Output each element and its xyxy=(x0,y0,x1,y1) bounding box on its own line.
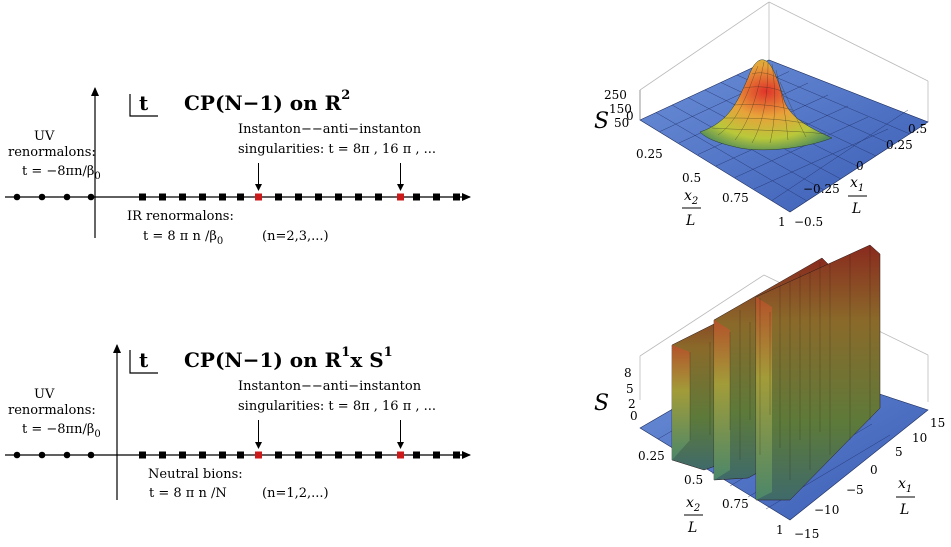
top-uv-dot xyxy=(13,193,21,201)
bottom-s-label: S xyxy=(594,391,609,416)
bottom-x1-tick: 5 xyxy=(895,445,903,459)
top-z-tick: 250 xyxy=(604,88,627,102)
bottom-x2-den: L xyxy=(687,520,697,536)
top-instanton-marker-1 xyxy=(255,193,262,201)
bottom-t-label: t xyxy=(139,348,149,372)
bottom-uv-dot xyxy=(38,451,46,459)
top-ir-squares xyxy=(139,193,460,201)
top-x1-tick: −0.25 xyxy=(803,182,840,196)
top-t-corner xyxy=(129,94,158,117)
bottom-x1-tick: −15 xyxy=(794,527,819,541)
top-instanton-marker-2 xyxy=(397,193,404,201)
bottom-uv-formula: t = −8πn/β0 xyxy=(22,422,101,440)
top-uv-dot xyxy=(38,193,46,201)
bottom-x2-label: x2 xyxy=(686,495,700,514)
top-ir-line1: IR renormalons: xyxy=(127,209,234,224)
panel-bottom-borel-plane: t CP(N−1) on R1x S1 UV renormalons: t = … xyxy=(5,344,471,501)
top-uv-dot xyxy=(87,193,95,201)
top-x2-label: x2 xyxy=(684,188,698,207)
top-x1-den: L xyxy=(851,201,861,217)
top-x2-tick: 1 xyxy=(778,215,786,229)
top-ir-formula: t = 8 π n /β0 xyxy=(143,229,223,247)
bottom-uv-dot xyxy=(63,451,71,459)
bottom-uv-line1: UV xyxy=(34,387,55,402)
bottom-x1-den: L xyxy=(899,502,909,518)
top-s-label: S xyxy=(594,109,609,134)
top-x1-label: x1 xyxy=(850,175,864,194)
top-ii-line1: Instanton−−anti−instanton xyxy=(238,122,422,137)
plot-bottom-3d: S 8 5 2 0 0.25 0.5 0.75 1 15 10 5 0 −5 −… xyxy=(594,244,945,541)
top-t-label: t xyxy=(139,91,149,115)
bottom-uv-dot xyxy=(87,451,95,459)
bottom-x1-tick: 10 xyxy=(912,431,927,445)
bottom-x1-tick: 0 xyxy=(870,463,878,477)
top-uv-line1: UV xyxy=(34,129,55,144)
bottom-t-corner xyxy=(129,350,158,374)
top-x2-tick: 0.75 xyxy=(722,191,749,205)
top-x1-tick: 0.5 xyxy=(908,122,927,136)
bottom-x1-label: x1 xyxy=(898,476,912,495)
bottom-x1-tick: −5 xyxy=(846,483,864,497)
bottom-uv-line2: renormalons: xyxy=(8,403,96,418)
bottom-z-tick: 5 xyxy=(626,382,634,396)
top-x2-den: L xyxy=(685,213,695,229)
top-uv-line2: renormalons: xyxy=(8,145,96,160)
bottom-nb-formula: t = 8 π n /N xyxy=(149,486,227,501)
bottom-z-tick: 0 xyxy=(630,409,638,423)
bottom-ii-line1: Instanton−−anti−instanton xyxy=(238,379,422,394)
top-uv-dot xyxy=(63,193,71,201)
top-title: CP(N−1) on R2 xyxy=(184,88,350,115)
bottom-x2-tick: 0.75 xyxy=(722,497,749,511)
bottom-x2-tick: 0.5 xyxy=(684,473,703,487)
bottom-x2-tick: 0.25 xyxy=(638,449,665,463)
top-z-tick: 0 xyxy=(626,109,634,123)
top-peak-mesh xyxy=(711,61,827,144)
top-ii-line2: singularities: t = 8π , 16 π , ... xyxy=(238,142,436,157)
top-ir-range: (n=2,3,...) xyxy=(262,229,329,244)
bottom-z-tick: 2 xyxy=(628,397,636,411)
top-x1-tick: −0.5 xyxy=(794,215,823,229)
top-x2-tick: 0.5 xyxy=(682,171,701,185)
bottom-nb-line1: Neutral bions: xyxy=(148,467,243,482)
top-x1-tick: 0.25 xyxy=(886,138,913,152)
bottom-bion-squares xyxy=(139,451,460,459)
bottom-x1-tick: −10 xyxy=(814,503,839,517)
bottom-x1-tick: 15 xyxy=(930,416,945,430)
bottom-wall-mesh xyxy=(689,246,871,480)
bottom-nb-range: (n=1,2,...) xyxy=(262,486,329,501)
top-uv-formula: t = −8πn/β0 xyxy=(22,164,101,182)
top-instanton-peak xyxy=(699,59,833,151)
bottom-instanton-marker-2 xyxy=(397,451,404,459)
panel-top-borel-plane: t CP(N−1) on R2 UV renormalons: t = −8πn… xyxy=(5,87,471,247)
bottom-title: CP(N−1) on R1x S1 xyxy=(184,345,393,372)
bottom-z-tick: 8 xyxy=(624,366,632,380)
plot-top-3d: S 250 150 50 0 0.25 0.5 0.75 1 0.5 0.25 … xyxy=(594,1,929,229)
top-z-tick: 50 xyxy=(614,116,629,130)
bottom-instanton-marker-1 xyxy=(255,451,262,459)
bottom-x2-tick: 1 xyxy=(776,523,784,537)
top-z-tick: 150 xyxy=(609,102,632,116)
top-x1-tick: 0 xyxy=(856,159,864,173)
bottom-uv-dot xyxy=(13,451,21,459)
bottom-ii-line2: singularities: t = 8π , 16 π , ... xyxy=(238,399,436,414)
top-x2-tick: 0.25 xyxy=(636,147,663,161)
